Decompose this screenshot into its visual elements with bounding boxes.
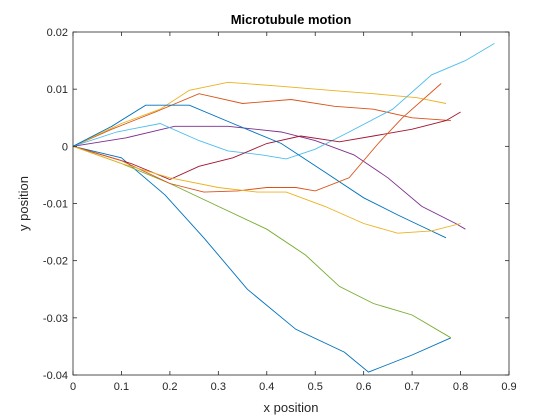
x-tick-label: 0.4	[259, 381, 274, 393]
x-tick-label: 0.1	[114, 381, 129, 393]
y-tick-label: 0.02	[47, 27, 68, 39]
x-axis-label: x position	[264, 400, 319, 415]
x-axis-ticks: 0 0.1 0.2 0.3 0.4 0.5 0.6 0.7 0.8 0.9	[70, 32, 517, 393]
series-line-7	[72, 111, 461, 180]
chart-title: Microtubule motion	[231, 12, 352, 27]
series-line-6	[72, 43, 495, 160]
x-tick-label: 0.8	[453, 381, 468, 393]
y-axis-ticks: 0.02 0.01 0 -0.01 -0.02 -0.03 -0.04	[43, 27, 509, 382]
series-line-2	[72, 93, 451, 147]
series-line-9	[72, 83, 442, 193]
series-line-3	[72, 81, 447, 147]
x-tick-label: 0	[70, 381, 76, 393]
plot-area	[73, 32, 509, 375]
x-tick-label: 0.5	[308, 381, 323, 393]
y-tick-label: -0.02	[43, 256, 68, 268]
x-tick-label: 0.3	[211, 381, 226, 393]
series-line-10	[72, 145, 461, 234]
x-tick-label: 0.7	[404, 381, 419, 393]
y-tick-label: 0	[62, 141, 68, 153]
series-line-1	[72, 145, 452, 373]
series-line-5	[72, 145, 452, 339]
y-tick-label: -0.04	[43, 370, 68, 382]
y-tick-label: -0.03	[43, 313, 68, 325]
x-tick-label: 0.9	[501, 381, 516, 393]
series-layer	[72, 43, 495, 373]
y-tick-label: 0.01	[47, 84, 68, 96]
series-line-4	[72, 125, 466, 230]
x-tick-label: 0.2	[162, 381, 177, 393]
series-line-8	[72, 104, 447, 239]
y-tick-label: -0.01	[43, 199, 68, 211]
x-tick-label: 0.6	[356, 381, 371, 393]
y-axis-label: y position	[16, 176, 31, 231]
